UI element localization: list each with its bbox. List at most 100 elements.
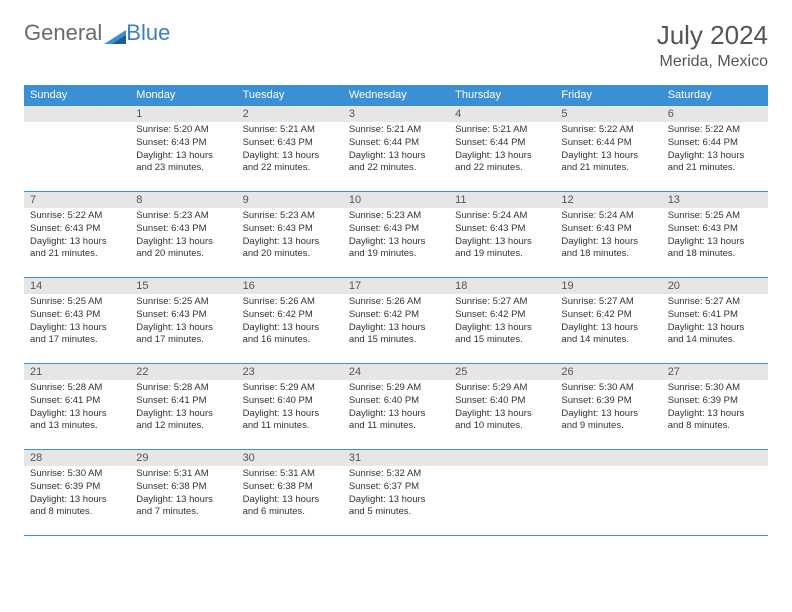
- day-number: 23: [237, 364, 343, 380]
- day-details: Sunrise: 5:25 AMSunset: 6:43 PMDaylight:…: [130, 294, 236, 351]
- day-detail-line: and 14 minutes.: [668, 334, 762, 347]
- day-details: Sunrise: 5:24 AMSunset: 6:43 PMDaylight:…: [449, 208, 555, 265]
- day-detail-line: Sunrise: 5:29 AM: [349, 382, 443, 395]
- day-detail-line: Sunset: 6:40 PM: [455, 395, 549, 408]
- calendar-cell: 1Sunrise: 5:20 AMSunset: 6:43 PMDaylight…: [130, 106, 236, 192]
- day-detail-line: Sunset: 6:39 PM: [561, 395, 655, 408]
- calendar-cell: 15Sunrise: 5:25 AMSunset: 6:43 PMDayligh…: [130, 278, 236, 364]
- day-details: Sunrise: 5:31 AMSunset: 6:38 PMDaylight:…: [237, 466, 343, 523]
- calendar-cell: 22Sunrise: 5:28 AMSunset: 6:41 PMDayligh…: [130, 364, 236, 450]
- day-detail-line: Daylight: 13 hours: [668, 408, 762, 421]
- day-detail-line: Sunrise: 5:29 AM: [243, 382, 337, 395]
- day-detail-line: Daylight: 13 hours: [668, 150, 762, 163]
- day-detail-line: Daylight: 13 hours: [455, 150, 549, 163]
- day-detail-line: Sunset: 6:43 PM: [243, 137, 337, 150]
- day-detail-line: Sunset: 6:44 PM: [668, 137, 762, 150]
- day-detail-line: and 23 minutes.: [136, 162, 230, 175]
- day-detail-line: Sunrise: 5:21 AM: [455, 124, 549, 137]
- day-detail-line: Sunset: 6:40 PM: [243, 395, 337, 408]
- day-detail-line: and 17 minutes.: [136, 334, 230, 347]
- day-detail-line: Sunset: 6:42 PM: [561, 309, 655, 322]
- day-details: Sunrise: 5:29 AMSunset: 6:40 PMDaylight:…: [343, 380, 449, 437]
- day-header: Friday: [555, 85, 661, 106]
- day-detail-line: Sunrise: 5:27 AM: [668, 296, 762, 309]
- day-detail-line: Daylight: 13 hours: [30, 236, 124, 249]
- calendar-table: Sunday Monday Tuesday Wednesday Thursday…: [24, 85, 768, 536]
- calendar-cell: 20Sunrise: 5:27 AMSunset: 6:41 PMDayligh…: [662, 278, 768, 364]
- day-detail-line: Sunset: 6:43 PM: [136, 309, 230, 322]
- week-row: 14Sunrise: 5:25 AMSunset: 6:43 PMDayligh…: [24, 278, 768, 364]
- week-row: 21Sunrise: 5:28 AMSunset: 6:41 PMDayligh…: [24, 364, 768, 450]
- day-detail-line: Sunset: 6:41 PM: [30, 395, 124, 408]
- day-detail-line: and 14 minutes.: [561, 334, 655, 347]
- day-details: Sunrise: 5:22 AMSunset: 6:44 PMDaylight:…: [555, 122, 661, 179]
- day-details: Sunrise: 5:29 AMSunset: 6:40 PMDaylight:…: [237, 380, 343, 437]
- day-detail-line: and 22 minutes.: [349, 162, 443, 175]
- calendar-cell: [662, 450, 768, 536]
- day-detail-line: and 21 minutes.: [668, 162, 762, 175]
- day-detail-line: Daylight: 13 hours: [136, 408, 230, 421]
- calendar-cell: 3Sunrise: 5:21 AMSunset: 6:44 PMDaylight…: [343, 106, 449, 192]
- day-detail-line: Sunset: 6:43 PM: [30, 309, 124, 322]
- logo-triangle-icon: [104, 24, 126, 42]
- day-detail-line: Sunrise: 5:30 AM: [30, 468, 124, 481]
- week-row: 7Sunrise: 5:22 AMSunset: 6:43 PMDaylight…: [24, 192, 768, 278]
- day-detail-line: Daylight: 13 hours: [455, 322, 549, 335]
- day-detail-line: Daylight: 13 hours: [349, 408, 443, 421]
- day-detail-line: Daylight: 13 hours: [561, 408, 655, 421]
- day-detail-line: and 22 minutes.: [455, 162, 549, 175]
- day-header: Monday: [130, 85, 236, 106]
- day-number-empty: [662, 450, 768, 466]
- day-detail-line: Sunrise: 5:22 AM: [668, 124, 762, 137]
- day-number: 31: [343, 450, 449, 466]
- day-detail-line: Daylight: 13 hours: [561, 236, 655, 249]
- day-detail-line: Daylight: 13 hours: [349, 236, 443, 249]
- day-detail-line: Sunrise: 5:32 AM: [349, 468, 443, 481]
- day-detail-line: and 21 minutes.: [561, 162, 655, 175]
- day-detail-line: Daylight: 13 hours: [668, 236, 762, 249]
- calendar-cell: 19Sunrise: 5:27 AMSunset: 6:42 PMDayligh…: [555, 278, 661, 364]
- day-details: Sunrise: 5:23 AMSunset: 6:43 PMDaylight:…: [343, 208, 449, 265]
- day-detail-line: Sunrise: 5:28 AM: [30, 382, 124, 395]
- day-number: 26: [555, 364, 661, 380]
- day-detail-line: Sunrise: 5:25 AM: [30, 296, 124, 309]
- day-header: Thursday: [449, 85, 555, 106]
- day-detail-line: Sunset: 6:43 PM: [349, 223, 443, 236]
- month-title: July 2024: [657, 20, 768, 51]
- calendar-cell: [449, 450, 555, 536]
- calendar-cell: 4Sunrise: 5:21 AMSunset: 6:44 PMDaylight…: [449, 106, 555, 192]
- day-number: 22: [130, 364, 236, 380]
- day-detail-line: and 10 minutes.: [455, 420, 549, 433]
- day-number: 1: [130, 106, 236, 122]
- day-detail-line: Daylight: 13 hours: [243, 322, 337, 335]
- day-number: 3: [343, 106, 449, 122]
- day-detail-line: Sunset: 6:43 PM: [561, 223, 655, 236]
- day-detail-line: Sunset: 6:43 PM: [136, 223, 230, 236]
- day-detail-line: Sunset: 6:43 PM: [136, 137, 230, 150]
- calendar-cell: 11Sunrise: 5:24 AMSunset: 6:43 PMDayligh…: [449, 192, 555, 278]
- day-number: 2: [237, 106, 343, 122]
- day-detail-line: Sunset: 6:38 PM: [136, 481, 230, 494]
- day-number: 7: [24, 192, 130, 208]
- day-details: Sunrise: 5:21 AMSunset: 6:44 PMDaylight:…: [449, 122, 555, 179]
- day-number: 30: [237, 450, 343, 466]
- day-details: Sunrise: 5:22 AMSunset: 6:44 PMDaylight:…: [662, 122, 768, 179]
- day-details: Sunrise: 5:21 AMSunset: 6:44 PMDaylight:…: [343, 122, 449, 179]
- day-detail-line: and 21 minutes.: [30, 248, 124, 261]
- day-detail-line: Sunrise: 5:27 AM: [561, 296, 655, 309]
- day-number: 29: [130, 450, 236, 466]
- calendar-cell: 27Sunrise: 5:30 AMSunset: 6:39 PMDayligh…: [662, 364, 768, 450]
- calendar-cell: 24Sunrise: 5:29 AMSunset: 6:40 PMDayligh…: [343, 364, 449, 450]
- day-number: 5: [555, 106, 661, 122]
- day-detail-line: Sunset: 6:42 PM: [455, 309, 549, 322]
- day-detail-line: Sunrise: 5:21 AM: [349, 124, 443, 137]
- day-detail-line: Daylight: 13 hours: [455, 408, 549, 421]
- day-detail-line: Sunset: 6:44 PM: [455, 137, 549, 150]
- day-details: Sunrise: 5:26 AMSunset: 6:42 PMDaylight:…: [237, 294, 343, 351]
- day-detail-line: and 19 minutes.: [455, 248, 549, 261]
- day-header: Wednesday: [343, 85, 449, 106]
- day-number: 14: [24, 278, 130, 294]
- day-detail-line: Sunrise: 5:25 AM: [136, 296, 230, 309]
- calendar-cell: [24, 106, 130, 192]
- day-detail-line: Daylight: 13 hours: [30, 322, 124, 335]
